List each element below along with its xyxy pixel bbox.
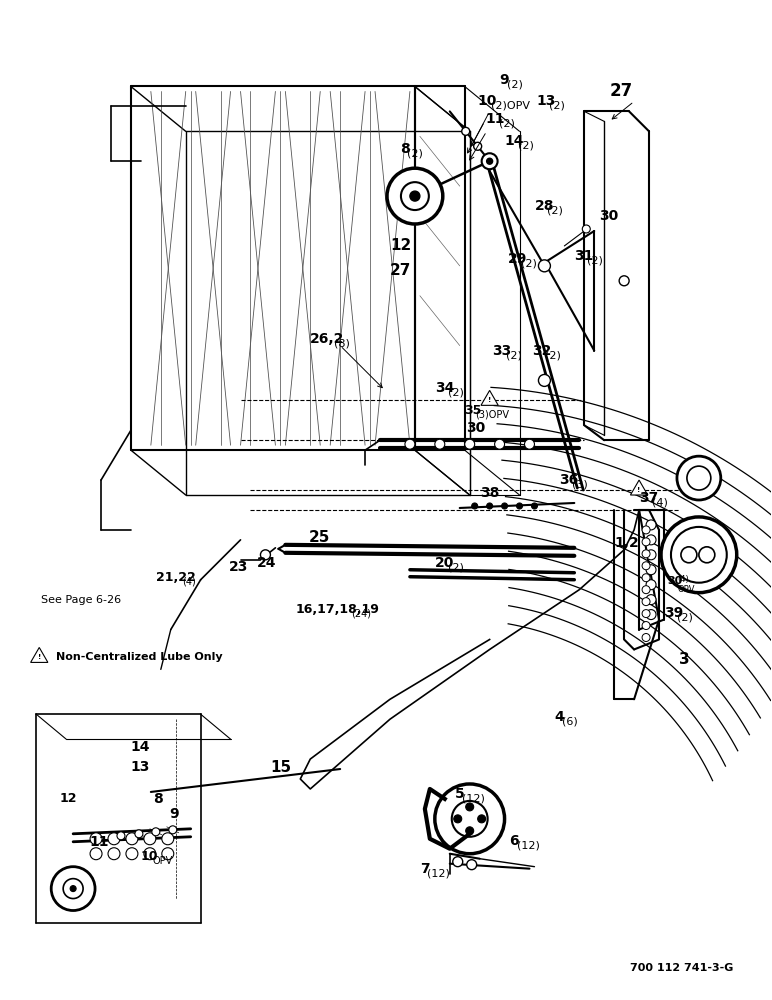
Text: 16,17,18,19: 16,17,18,19	[296, 603, 379, 616]
Text: 9: 9	[169, 807, 178, 821]
Circle shape	[524, 439, 534, 449]
Text: (4)
OPV: (4) OPV	[678, 575, 696, 594]
Text: (2): (2)	[408, 149, 423, 159]
Circle shape	[70, 886, 76, 892]
Text: 30: 30	[599, 209, 618, 223]
Text: (2): (2)	[550, 101, 565, 111]
Text: (8): (8)	[334, 338, 350, 348]
Circle shape	[619, 276, 629, 286]
Circle shape	[144, 848, 156, 860]
Text: 27: 27	[390, 263, 411, 278]
Text: (24): (24)	[351, 609, 371, 619]
Polygon shape	[31, 647, 48, 662]
Text: 13: 13	[131, 760, 151, 774]
Text: (12): (12)	[428, 868, 450, 878]
Text: 4: 4	[554, 710, 564, 724]
Text: (2)OPV: (2)OPV	[491, 101, 530, 111]
Circle shape	[126, 833, 138, 845]
Circle shape	[63, 879, 83, 899]
Circle shape	[452, 801, 488, 837]
Circle shape	[472, 503, 478, 509]
Text: (3)OPV: (3)OPV	[476, 409, 510, 419]
Text: Non-Centralized Lube Only: Non-Centralized Lube Only	[56, 652, 223, 662]
Circle shape	[108, 848, 120, 860]
Circle shape	[486, 503, 493, 509]
Text: (2): (2)	[506, 350, 521, 360]
Circle shape	[699, 547, 715, 563]
Circle shape	[474, 142, 482, 150]
Text: 6: 6	[510, 834, 520, 848]
Text: (12): (12)	[462, 793, 485, 803]
Circle shape	[410, 191, 420, 201]
Text: 10: 10	[141, 850, 158, 863]
Text: 24: 24	[256, 556, 276, 570]
Text: (2): (2)	[587, 255, 603, 265]
Circle shape	[646, 520, 656, 530]
Text: 26,2: 26,2	[310, 332, 344, 346]
Circle shape	[435, 439, 445, 449]
Text: 27: 27	[609, 82, 632, 100]
Text: (3): (3)	[572, 480, 588, 490]
Circle shape	[467, 860, 476, 870]
Circle shape	[465, 439, 475, 449]
Text: 14: 14	[131, 740, 151, 754]
Circle shape	[502, 503, 507, 509]
Circle shape	[126, 848, 138, 860]
Circle shape	[482, 153, 498, 169]
Text: (4): (4)	[182, 577, 196, 587]
Circle shape	[538, 260, 550, 272]
Circle shape	[687, 466, 711, 490]
Circle shape	[108, 833, 120, 845]
Text: (2): (2)	[448, 388, 464, 398]
Circle shape	[462, 127, 469, 135]
Circle shape	[144, 833, 156, 845]
Text: 20: 20	[435, 556, 454, 570]
Text: 31: 31	[574, 249, 594, 263]
Text: 30: 30	[466, 421, 485, 435]
Text: 7: 7	[420, 862, 429, 876]
Circle shape	[646, 565, 656, 575]
Circle shape	[642, 586, 650, 594]
Circle shape	[454, 815, 462, 823]
Text: 13: 13	[537, 94, 556, 108]
Text: 39: 39	[664, 606, 683, 620]
Circle shape	[260, 550, 270, 560]
Circle shape	[401, 182, 428, 210]
Circle shape	[646, 580, 656, 590]
Polygon shape	[481, 390, 498, 405]
Circle shape	[387, 168, 443, 224]
Circle shape	[51, 867, 95, 911]
Text: 25: 25	[308, 530, 330, 545]
Text: (4): (4)	[652, 497, 668, 507]
Circle shape	[538, 374, 550, 386]
Circle shape	[466, 803, 474, 811]
Circle shape	[646, 550, 656, 560]
Circle shape	[646, 535, 656, 545]
Text: 1,2: 1,2	[615, 536, 639, 550]
Text: OPV: OPV	[153, 856, 173, 866]
Circle shape	[642, 634, 650, 641]
Text: (2): (2)	[520, 258, 537, 268]
Circle shape	[671, 527, 726, 583]
Text: (12): (12)	[517, 840, 540, 850]
Circle shape	[646, 595, 656, 605]
Circle shape	[642, 574, 650, 582]
Circle shape	[405, 439, 415, 449]
Text: 15: 15	[270, 760, 292, 775]
Circle shape	[661, 517, 736, 593]
Circle shape	[452, 857, 462, 867]
Circle shape	[478, 815, 486, 823]
Circle shape	[642, 562, 650, 570]
Text: 10: 10	[478, 94, 497, 108]
Circle shape	[582, 225, 591, 233]
Circle shape	[642, 610, 650, 618]
Text: 37: 37	[639, 491, 659, 505]
Text: !: !	[38, 654, 41, 660]
Text: 29: 29	[507, 252, 527, 266]
Text: (2): (2)	[517, 141, 533, 151]
Circle shape	[162, 848, 174, 860]
Text: 21,22: 21,22	[156, 571, 195, 584]
Circle shape	[466, 827, 474, 835]
Text: 700 112 741-3-G: 700 112 741-3-G	[631, 963, 733, 973]
Circle shape	[681, 547, 697, 563]
